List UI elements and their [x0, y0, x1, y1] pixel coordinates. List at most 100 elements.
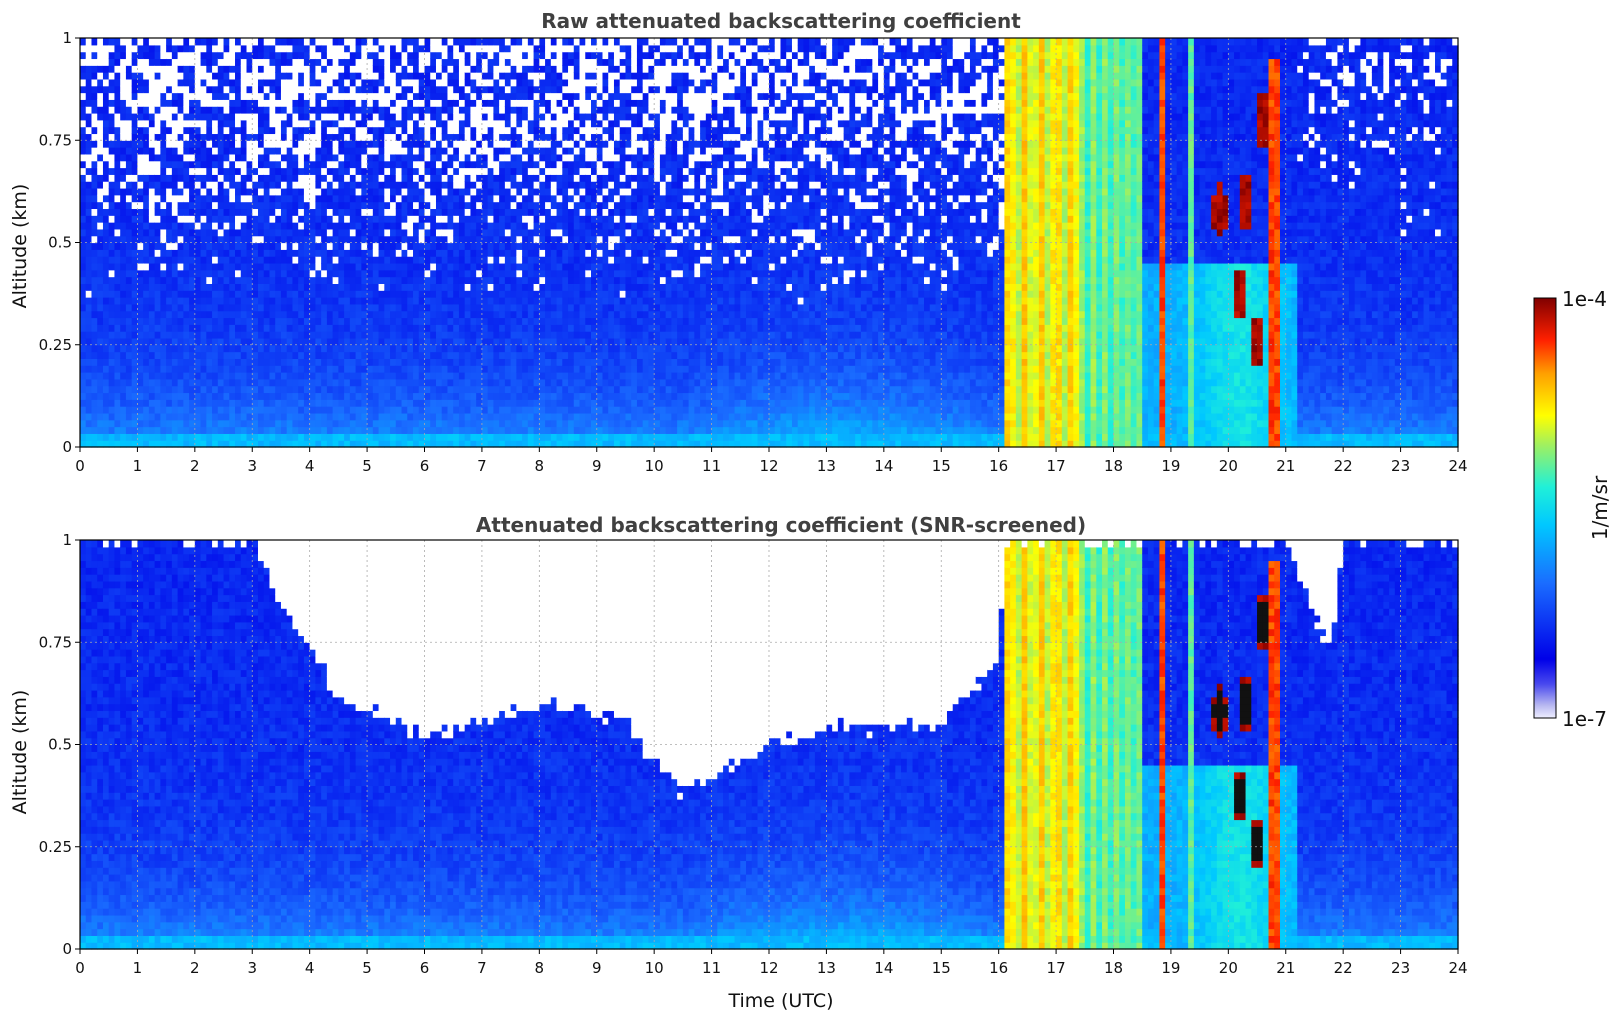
top-heatmap-cell — [109, 283, 115, 290]
top-heatmap-cell — [120, 386, 126, 393]
top-heatmap-cell — [80, 208, 86, 215]
top-heatmap-cell — [143, 283, 149, 290]
top-heatmap-cell — [201, 392, 207, 399]
top-heatmap-cell — [91, 120, 97, 127]
top-heatmap-cell — [172, 386, 178, 393]
top-heatmap-cell — [91, 304, 97, 311]
top-heatmap-cell — [183, 113, 189, 120]
top-heatmap-cell — [109, 113, 115, 120]
top-heatmap-cell — [126, 338, 132, 345]
top-heatmap-cell — [103, 133, 109, 140]
top-heatmap-cell — [103, 283, 109, 290]
top-heatmap-cell — [97, 433, 103, 440]
top-heatmap-cell — [149, 392, 155, 399]
top-heatmap-cell — [183, 65, 189, 72]
top-heatmap-cell — [91, 365, 97, 372]
top-heatmap-cell — [172, 317, 178, 324]
top-heatmap-cell — [109, 297, 115, 304]
top-heatmap-cell — [103, 93, 109, 100]
top-heatmap-cell — [195, 263, 201, 270]
top-heatmap-cell — [97, 38, 103, 45]
top-heatmap-cell — [183, 413, 189, 420]
top-heatmap-cell — [178, 290, 184, 297]
top-heatmap-cell — [149, 208, 155, 215]
top-heatmap-cell — [143, 331, 149, 338]
top-heatmap-cell — [183, 379, 189, 386]
top-heatmap-cell — [183, 399, 189, 406]
top-heatmap-cell — [120, 215, 126, 222]
top-heatmap-cell — [86, 133, 92, 140]
top-heatmap-cell — [120, 365, 126, 372]
top-heatmap-cell — [160, 58, 166, 65]
top-heatmap-cell — [91, 311, 97, 318]
top-heatmap-cell — [109, 195, 115, 202]
top-heatmap-cell — [183, 174, 189, 181]
top-heatmap-cell — [155, 93, 161, 100]
top-heatmap-cell — [103, 413, 109, 420]
top-heatmap-cell — [149, 154, 155, 161]
top-heatmap-cell — [178, 420, 184, 427]
top-heatmap-cell — [178, 256, 184, 263]
top-heatmap-cell — [80, 433, 86, 440]
top-heatmap-cell — [166, 392, 172, 399]
top-heatmap-cell — [114, 215, 120, 222]
top-heatmap-cell — [120, 58, 126, 65]
top-heatmap-cell — [155, 168, 161, 175]
top-heatmap-cell — [172, 222, 178, 229]
top-heatmap-cell — [143, 174, 149, 181]
top-heatmap-cell — [160, 413, 166, 420]
top-heatmap-cell — [183, 427, 189, 434]
top-heatmap-cell — [114, 133, 120, 140]
top-heatmap-cell — [195, 358, 201, 365]
top-heatmap-cell — [178, 331, 184, 338]
top-heatmap-cell — [126, 147, 132, 154]
top-heatmap-cell — [149, 188, 155, 195]
top-heatmap-cell — [143, 168, 149, 175]
top-heatmap-cell — [155, 256, 161, 263]
top-heatmap-cell — [103, 338, 109, 345]
top-heatmap-cell — [178, 93, 184, 100]
top-heatmap-cell — [80, 263, 86, 270]
top-heatmap-cell — [103, 202, 109, 209]
figure: Raw attenuated backscattering coefficien… — [0, 0, 1621, 1020]
top-heatmap-cell — [201, 406, 207, 413]
top-heatmap-cell — [91, 399, 97, 406]
top-heatmap-cell — [114, 181, 120, 188]
top-heatmap-cell — [172, 352, 178, 359]
top-heatmap-cell — [103, 188, 109, 195]
top-heatmap-cell — [195, 208, 201, 215]
top-heatmap-cell — [178, 304, 184, 311]
top-heatmap-cell — [143, 38, 149, 45]
top-heatmap-cell — [97, 283, 103, 290]
top-heatmap-cell — [178, 297, 184, 304]
top-heatmap-cell — [91, 243, 97, 250]
top-heatmap-cell — [155, 365, 161, 372]
top-heatmap-cell — [166, 399, 172, 406]
top-heatmap-cell — [86, 413, 92, 420]
top-heatmap-cell — [160, 406, 166, 413]
top-heatmap-cell — [91, 420, 97, 427]
top-heatmap-cell — [137, 65, 143, 72]
top-heatmap-cell — [97, 263, 103, 270]
top-heatmap-cell — [109, 168, 115, 175]
top-heatmap-cell — [178, 113, 184, 120]
top-heatmap-cell — [195, 93, 201, 100]
top-heatmap-cell — [166, 99, 172, 106]
top-heatmap-cell — [137, 399, 143, 406]
top-heatmap-cell — [143, 86, 149, 93]
top-heatmap-cell — [160, 236, 166, 243]
top-heatmap-cell — [126, 215, 132, 222]
top-heatmap-cell — [120, 236, 126, 243]
top-heatmap-cell — [195, 392, 201, 399]
top-heatmap-cell — [120, 406, 126, 413]
top-heatmap-cell — [80, 324, 86, 331]
top-heatmap-cell — [137, 154, 143, 161]
top-heatmap-cell — [86, 365, 92, 372]
top-heatmap-cell — [183, 161, 189, 168]
top-heatmap-cell — [97, 338, 103, 345]
top-heatmap-cell — [172, 297, 178, 304]
top-heatmap-cell — [103, 277, 109, 284]
top-heatmap-cell — [86, 236, 92, 243]
top-heatmap-cell — [103, 236, 109, 243]
top-heatmap-cell — [195, 338, 201, 345]
